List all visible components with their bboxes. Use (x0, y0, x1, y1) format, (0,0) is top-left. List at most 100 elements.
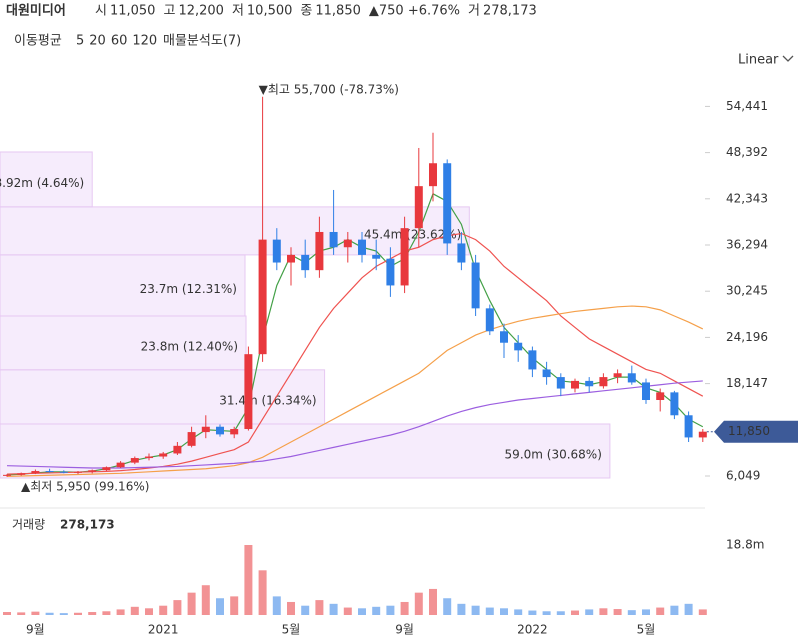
stock-name: 대원미디어 (6, 3, 66, 19)
candle-body (599, 377, 608, 387)
header-item-value: 12,200 (178, 4, 224, 19)
candle-body (287, 254, 295, 263)
candle-body (400, 228, 409, 286)
volume-bar (74, 612, 82, 615)
high-annotation: ▼최고 55,700 (-78.73%) (259, 82, 399, 96)
volume-bar (429, 588, 437, 615)
y-tick-label: 30,245 (726, 284, 768, 298)
header-volume-label: 거 (468, 4, 480, 19)
profile-bar (0, 206, 470, 256)
header-change: ▲750 +6.76% (369, 4, 460, 19)
profile-label: 59.0m (30.68%) (505, 447, 602, 461)
candle-body (627, 373, 636, 383)
y-tick-label: 48,392 (726, 145, 768, 159)
legend-entry: 5 (76, 34, 84, 49)
y-tick-label: 36,294 (726, 238, 768, 252)
ma-line (6, 305, 704, 477)
candle-body (187, 432, 196, 446)
volume-bar (272, 596, 281, 615)
volume-bar (599, 608, 608, 615)
volume-bar (59, 613, 68, 615)
candle-body (457, 243, 466, 263)
volume-bar (88, 612, 97, 615)
candle-body (528, 350, 537, 370)
candle-body (556, 377, 565, 389)
volume-bar (471, 605, 480, 615)
candle-body (130, 458, 139, 463)
header-item-label: 고 (163, 4, 175, 19)
header-item-value: 10,500 (247, 4, 293, 19)
y-tick-label: 6,049 (726, 469, 760, 483)
volume-bar (627, 610, 636, 615)
volume-bar (571, 610, 579, 615)
x-tick-label: 2021 (148, 623, 179, 637)
legend-entry: 60 (111, 34, 128, 49)
volume-bar (159, 605, 168, 615)
volume-bar (656, 607, 665, 615)
volume-bar (258, 570, 267, 615)
candle-body (684, 415, 693, 438)
candle-body (74, 471, 82, 473)
candle-body (343, 239, 352, 248)
volume-bar (613, 609, 622, 615)
scale-label[interactable]: Linear (738, 53, 779, 68)
ma-line (6, 232, 704, 475)
candle-body (642, 382, 650, 401)
volume-bar (329, 603, 338, 615)
volume-bar (244, 545, 253, 615)
volume-bar (698, 609, 707, 615)
candle-body (372, 254, 381, 259)
profile-label: 매물분석도(7) (163, 34, 241, 49)
candle-body (244, 354, 253, 430)
last-price-label: 11,850 (728, 424, 770, 438)
candle-body (698, 431, 707, 438)
volume-bar (500, 608, 508, 615)
profile-label: 8.92m (4.64%) (0, 176, 84, 190)
candle-body (542, 369, 551, 378)
candle-body (471, 262, 480, 309)
candle-body (102, 467, 111, 471)
low-annotation: ▲최저 5,950 (99.16%) (21, 479, 149, 493)
candle-body (429, 163, 437, 187)
volume-bar (414, 592, 423, 615)
candle-body (485, 308, 494, 332)
candle-body (159, 453, 168, 457)
candle-body (571, 380, 579, 389)
y-tick-label: 18,147 (726, 376, 768, 390)
candle-body (613, 373, 622, 378)
candle-body (315, 231, 324, 271)
y-tick-label: 54,441 (726, 99, 768, 113)
volume-bar (358, 608, 366, 615)
profile-bar (0, 151, 93, 208)
volume-bar (187, 592, 196, 615)
candle-body (656, 392, 665, 401)
candle-body (670, 392, 679, 416)
volume-bar (173, 600, 182, 615)
dropdown-icon[interactable] (782, 55, 794, 62)
header-volume-value: 278,173 (483, 4, 537, 19)
volume-bar (343, 607, 352, 615)
volume-bar (3, 612, 11, 615)
volume-bar (457, 603, 466, 615)
volume-bar (130, 606, 139, 615)
volume-bar (443, 598, 452, 615)
candle-body (173, 445, 182, 454)
candle-body (301, 254, 310, 271)
header-item-label: 저 (232, 4, 244, 19)
ma-line (6, 380, 703, 469)
candle-body (201, 426, 210, 433)
profile-label: 23.8m (12.40%) (141, 339, 238, 353)
volume-bar (287, 601, 295, 615)
volume-value: 278,173 (60, 518, 115, 532)
volume-bar (684, 603, 693, 615)
volume-bar (585, 609, 594, 615)
candle-body (414, 186, 423, 229)
volume-bar (514, 609, 523, 615)
volume-bar (556, 611, 565, 615)
x-tick-label: 9월 (26, 623, 45, 637)
volume-bar (17, 612, 26, 615)
profile-bar (0, 369, 326, 425)
profile-label: 31.4m (16.34%) (219, 393, 316, 407)
volume-bar (145, 608, 153, 615)
